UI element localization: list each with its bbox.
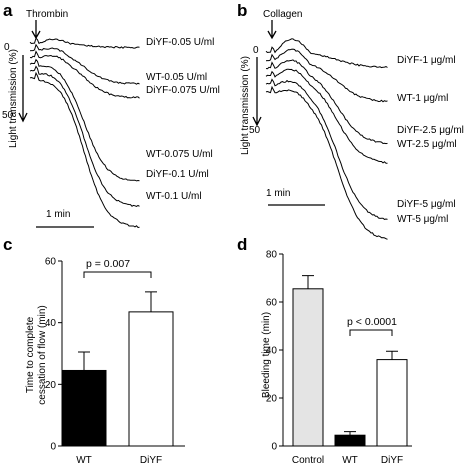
trace-a-1: [29, 43, 140, 85]
scale-bar-label-a: 1 min: [46, 209, 70, 220]
ylabel-b: Light transmission (%): [240, 56, 251, 155]
yaxis-arrow-a: [18, 55, 28, 123]
error-bar-d-Control: [302, 275, 314, 289]
y-tick-label-d-1: 20: [266, 394, 278, 405]
y-tick-b-0: 0: [253, 45, 259, 56]
y-tick-a-50: 50: [2, 110, 14, 121]
trace-b-5: [265, 85, 388, 240]
error-bar-d-DiYF: [386, 350, 398, 360]
bar-d-DiYF: [376, 359, 408, 447]
trace-b-2: [265, 59, 388, 145]
traces-a: [29, 37, 140, 229]
panel-c: Time to complete cessation of flow (min)…: [25, 257, 185, 463]
error-bar-c-DiYF: [145, 291, 157, 312]
agonist-label-b: Collagen: [263, 9, 302, 20]
agonist-arrow-b: [267, 20, 277, 40]
trace-label-b-2: DiYF-2.5 μg/ml: [397, 125, 464, 136]
trace-a-3: [29, 58, 140, 182]
bar-d-Control: [292, 288, 324, 447]
significance-bracket-c: [83, 271, 152, 278]
trace-b-4: [265, 78, 388, 220]
error-bar-d-WT: [344, 431, 356, 436]
panel-a: Thrombin 0 50 Light transmission (%) DiY…: [2, 9, 220, 229]
category-label-d-DiYF: DiYF: [381, 455, 403, 463]
trace-b-1: [265, 48, 388, 103]
bar-d-WT: [334, 434, 366, 447]
significance-bracket-d: [349, 329, 393, 336]
trace-label-b-4: DiYF-5 μg/ml: [397, 199, 456, 210]
y-tick-label-d-0: 0: [271, 442, 277, 453]
y-tick-label-c-3: 60: [45, 257, 57, 268]
panel-d: Bleeding time (min) 0 20 40 60 80 Control WT Di…: [261, 250, 412, 463]
y-tick-label-d-3: 60: [266, 298, 278, 309]
trace-a-0: [29, 37, 140, 49]
scale-bar-label-b: 1 min: [266, 188, 290, 199]
category-label-c-WT: WT: [76, 455, 92, 463]
trace-label-a-3: WT-0.075 U/ml: [146, 149, 213, 160]
trace-a-2: [29, 50, 140, 99]
trace-label-b-3: WT-2.5 μg/ml: [397, 139, 457, 150]
panel-label-a: a: [3, 1, 13, 20]
trace-b-0: [265, 38, 388, 69]
agonist-label-a: Thrombin: [26, 9, 68, 20]
error-bar-c-WT: [78, 351, 90, 371]
trace-label-a-1: WT-0.05 U/ml: [146, 72, 207, 83]
category-label-d-WT: WT: [342, 455, 358, 463]
trace-label-a-5: WT-0.1 U/ml: [146, 191, 202, 202]
panel-label-b: b: [237, 1, 247, 20]
trace-label-a-4: DiYF-0.1 U/ml: [146, 169, 209, 180]
p-value-d: p < 0.0001: [347, 316, 397, 328]
category-label-c-DiYF: DiYF: [140, 455, 162, 463]
trace-label-a-0: DiYF-0.05 U/ml: [146, 37, 214, 48]
bar-chart-c: 0 20 40 60 WT DiYF: [45, 257, 185, 463]
trace-label-b-0: DiYF-1 μg/ml: [397, 55, 456, 66]
trace-label-b-5: WT-5 μg/ml: [397, 214, 448, 225]
bar-chart-d: 0 20 40 60 80 Control WT DiYF: [266, 250, 412, 463]
trace-b-3: [265, 68, 388, 164]
trace-a-5: [29, 71, 140, 229]
trace-label-b-1: WT-1 μg/ml: [397, 93, 448, 104]
bar-c-DiYF: [128, 311, 174, 447]
ylabel-a: Light transmission (%): [8, 49, 19, 148]
y-tick-label-d-4: 80: [266, 250, 278, 261]
panel-b: Collagen 0 50 Light transmission (%) DiY…: [240, 9, 464, 240]
y-tick-b-50: 50: [249, 125, 261, 136]
trace-labels-b: DiYF-1 μg/ml WT-1 μg/ml DiYF-2.5 μg/ml WT-2…: [397, 55, 464, 225]
trace-labels-a: DiYF-0.05 U/ml WT-0.05 U/ml DiYF-0.075 U/m…: [146, 37, 220, 202]
bar-c-WT: [61, 369, 107, 447]
yaxis-arrow-b: [252, 57, 262, 127]
trace-label-a-2: DiYF-0.075 U/ml: [146, 85, 220, 96]
y-tick-label-d-2: 40: [266, 346, 278, 357]
ylabel-c-line1: Time to complete: [25, 316, 36, 393]
y-tick-label-c-2: 40: [45, 318, 57, 329]
traces-b: [265, 38, 388, 240]
y-tick-label-c-0: 0: [50, 442, 56, 453]
panel-label-c: c: [3, 235, 12, 254]
ylabel-d: Bleeding time (min): [261, 312, 272, 398]
agonist-arrow-a: [31, 20, 41, 40]
y-tick-a-0: 0: [4, 42, 10, 53]
p-value-c: p = 0.007: [86, 258, 130, 270]
trace-a-4: [29, 65, 140, 207]
y-tick-label-c-1: 20: [45, 380, 57, 391]
panel-label-d: d: [237, 235, 247, 254]
ylabel-c-line2: cessation of flow (min): [37, 305, 48, 404]
category-label-d-Control: Control: [292, 455, 324, 463]
